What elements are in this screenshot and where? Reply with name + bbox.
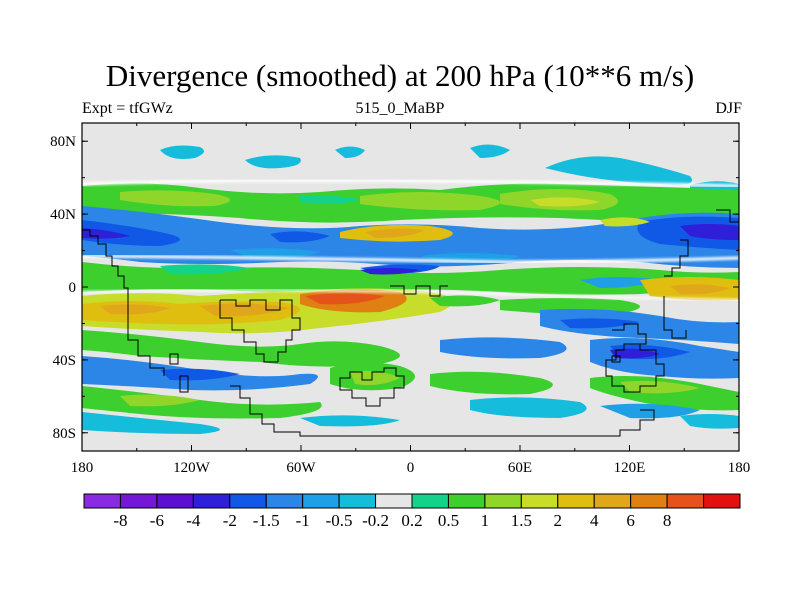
colorbar-swatch	[119, 493, 158, 509]
colorbar-swatch	[666, 493, 705, 509]
colorbar-label: -1.5	[253, 511, 280, 530]
colorbar-swatch	[302, 493, 340, 509]
colorbar-swatch	[447, 493, 486, 509]
colorbar-swatch	[630, 493, 668, 509]
colorbar-swatch	[338, 493, 377, 509]
colorbar-swatch	[520, 493, 559, 509]
colorbar: -8 -6 -4 -2 -1.5 -1 -0.5 -0.2 0.2 0.5 1 1.5 2 4 6 8	[83, 493, 741, 530]
colorbar-swatch	[192, 493, 231, 509]
colorbar-label: 0.2	[401, 511, 422, 530]
colorbar-label: 0.5	[438, 511, 459, 530]
lon-tick-label: 60W	[286, 460, 316, 476]
lon-tick-label: 180	[71, 460, 94, 476]
colorbar-label: -1	[296, 511, 310, 530]
latitude-labels: 80N 40N 0 40S 80S	[50, 134, 76, 442]
colorbar-swatch	[229, 493, 267, 509]
colorbar-label: 6	[626, 511, 635, 530]
colorbar-swatch	[83, 493, 121, 509]
longitude-labels: 180 120W 60W 0 60E 120E 180	[71, 460, 751, 476]
lon-tick-label: 120W	[173, 460, 211, 476]
colorbar-label: -6	[150, 511, 164, 530]
colorbar-swatch	[703, 493, 741, 509]
colorbar-label: -8	[113, 511, 127, 530]
colorbar-label: -4	[186, 511, 201, 530]
colorbar-label: -0.2	[362, 511, 389, 530]
colorbar-swatch	[593, 493, 632, 509]
lon-tick-label: 180	[728, 460, 751, 476]
lat-tick-label: 40N	[50, 207, 76, 223]
colorbar-swatch	[484, 493, 522, 509]
colorbar-label: 1	[481, 511, 490, 530]
contour-fields	[82, 144, 739, 434]
lon-tick-label: 60E	[508, 460, 532, 476]
colorbar-swatch	[557, 493, 595, 509]
season-label: DJF	[715, 100, 742, 117]
lon-tick-label: 120E	[614, 460, 646, 476]
colorbar-label: -0.5	[326, 511, 353, 530]
lat-tick-label: 0	[69, 280, 77, 296]
lon-tick-label: 0	[407, 460, 415, 476]
experiment-label: Expt = tfGWz	[82, 100, 173, 117]
axis-ticks	[81, 123, 740, 451]
colorbar-label: 4	[590, 511, 599, 530]
chart-title: Divergence (smoothed) at 200 hPa (10**6 …	[105, 58, 695, 93]
colorbar-label: 2	[554, 511, 563, 530]
lat-tick-label: 80N	[50, 134, 76, 150]
colorbar-swatch	[375, 493, 413, 509]
lat-tick-label: 40S	[53, 353, 76, 369]
lat-tick-label: 80S	[53, 426, 76, 442]
run-label: 515_0_MaBP	[355, 100, 445, 117]
colorbar-swatch	[265, 493, 304, 509]
colorbar-label: 8	[663, 511, 672, 530]
colorbar-label: -2	[223, 511, 237, 530]
colorbar-swatch	[411, 493, 449, 509]
coastlines	[82, 209, 739, 437]
colorbar-label: 1.5	[511, 511, 532, 530]
colorbar-swatch	[156, 493, 194, 509]
